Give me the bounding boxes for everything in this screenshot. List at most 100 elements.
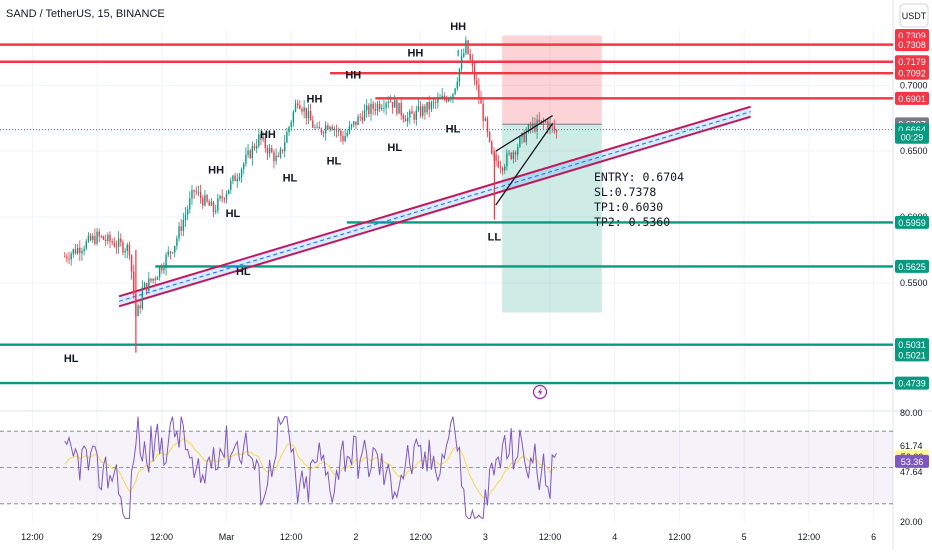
candle-body	[512, 152, 515, 159]
candle-body	[178, 226, 180, 239]
candle-body	[266, 148, 269, 154]
candle-body	[296, 103, 299, 106]
candle-body	[294, 103, 297, 112]
candle-body	[109, 234, 111, 242]
candle-body	[445, 98, 448, 102]
candle-body	[450, 97, 452, 99]
candle-body	[227, 189, 230, 194]
swing-label: HL	[283, 172, 298, 184]
swing-label: HH	[345, 70, 361, 82]
candle-body	[538, 119, 540, 123]
candle-body	[115, 246, 118, 248]
candle-body	[279, 149, 282, 157]
candle-body	[113, 242, 116, 247]
candle-body	[94, 235, 96, 244]
candle-body	[340, 130, 342, 136]
candle-body	[419, 106, 422, 116]
candle-body	[251, 146, 254, 159]
candle-body	[553, 125, 556, 131]
candle-body	[148, 278, 150, 291]
candle-body	[359, 116, 361, 118]
candle-body	[215, 210, 217, 212]
candle-body	[85, 241, 87, 249]
price-label-text: 0.7092	[898, 69, 926, 79]
candle-body	[202, 198, 204, 206]
swing-label: HH	[450, 21, 466, 33]
candle-body	[398, 102, 400, 114]
candle-body	[243, 163, 245, 170]
swing-label: HH	[307, 93, 323, 105]
candle-body	[208, 201, 210, 206]
candle-body	[271, 147, 273, 153]
candle-body	[100, 236, 103, 238]
candle-body	[508, 152, 510, 154]
price-label-text: 0.7179	[898, 57, 926, 67]
currency-button-label[interactable]: USDT	[902, 11, 927, 21]
candle-body	[389, 101, 392, 103]
candle-body	[236, 179, 238, 182]
candle-body	[87, 235, 90, 242]
stop-loss-zone	[502, 35, 602, 125]
candle-body	[486, 118, 489, 133]
candle-body	[335, 128, 338, 131]
price-label-text: 0.6664	[898, 125, 926, 135]
wedge-upper	[495, 115, 553, 152]
trade-note-tp1: TP1:0.6030	[594, 200, 663, 214]
candle-body	[527, 124, 530, 133]
candle-body	[396, 100, 398, 114]
price-label-text: 0.5021	[898, 350, 926, 360]
rsi-tick-label: 47.64	[900, 467, 923, 477]
candle-body	[363, 110, 366, 121]
candle-body	[268, 147, 271, 154]
price-label-box	[895, 55, 929, 69]
candle-body	[122, 242, 124, 253]
candle-body	[309, 110, 312, 121]
candle-body	[400, 102, 402, 116]
x-tick-label: 12:00	[539, 532, 562, 542]
symbol-title: SAND / TetherUS, 15, BINANCE	[6, 8, 165, 20]
price-label-box	[895, 338, 929, 352]
candle-body	[454, 88, 456, 95]
candle-body	[495, 154, 497, 161]
candle-body	[350, 124, 353, 127]
candle-body	[333, 128, 336, 130]
candle-body	[89, 235, 92, 241]
candle-body	[463, 53, 465, 57]
candle-body	[473, 65, 476, 81]
candle-body	[478, 84, 480, 99]
candle-body	[402, 115, 405, 119]
candle-body	[506, 153, 508, 167]
candle-body	[258, 134, 260, 147]
candle-body	[253, 146, 256, 149]
x-tick-label: 2	[353, 532, 358, 542]
trade-note-sl: SL:0.7378	[594, 185, 656, 199]
candle-body	[331, 126, 333, 130]
candle-body	[329, 126, 331, 130]
annotations: HL HL HL HH HH HL HH HL HH HL HH HL HH LL 0.73090.7308…	[64, 21, 929, 468]
channel-lower	[118, 115, 751, 308]
currency-button[interactable]: USDT	[899, 3, 929, 28]
candle-body	[510, 152, 512, 159]
currency-button-frame[interactable]	[899, 3, 929, 28]
candle-body	[422, 106, 424, 116]
candle-body	[182, 219, 185, 231]
candle-body	[83, 248, 85, 251]
candle-body	[81, 250, 83, 254]
candle-body	[195, 191, 197, 193]
candle-body	[368, 105, 370, 114]
rsi-tick-label: 20.00	[900, 517, 923, 527]
candle-body	[322, 132, 325, 134]
support-channel	[118, 105, 751, 308]
candle-body	[169, 251, 172, 253]
lightning-icon[interactable]	[532, 384, 548, 400]
candle-body	[212, 202, 215, 212]
candle-body	[549, 123, 551, 129]
swing-label: HL	[236, 266, 251, 278]
candle-body	[143, 282, 146, 288]
candle-body	[76, 247, 79, 254]
x-tick-label: 6	[871, 532, 876, 542]
candle-body	[426, 102, 428, 113]
candle-body	[372, 103, 374, 109]
